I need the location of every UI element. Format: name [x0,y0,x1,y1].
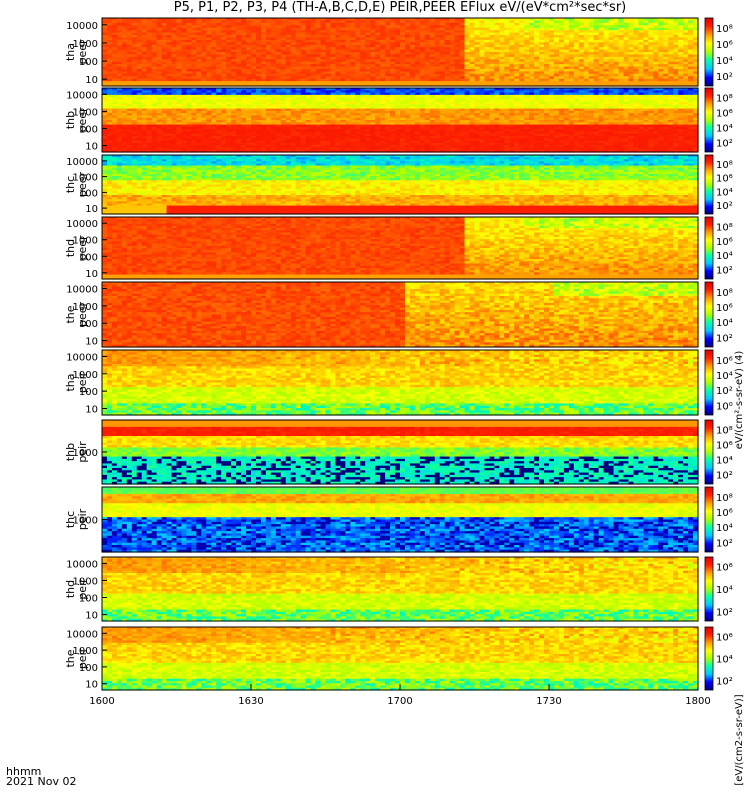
y-tick-label: 10000 [66,21,98,32]
y-tick-label: 10 [85,75,98,86]
panel-thb-peer: 10000100010010thb peer10⁸10⁶10⁴10² [64,88,733,153]
colorbar-tick-label: 10² [716,72,733,83]
colorbar-tick-label: 10⁶ [716,40,733,51]
colorbar-tick-label: 10⁸ [716,24,733,35]
colorbar [705,18,713,86]
colorbar-tick-label: 10⁴ [716,56,733,67]
y-axis-species-label: peer [76,39,89,65]
